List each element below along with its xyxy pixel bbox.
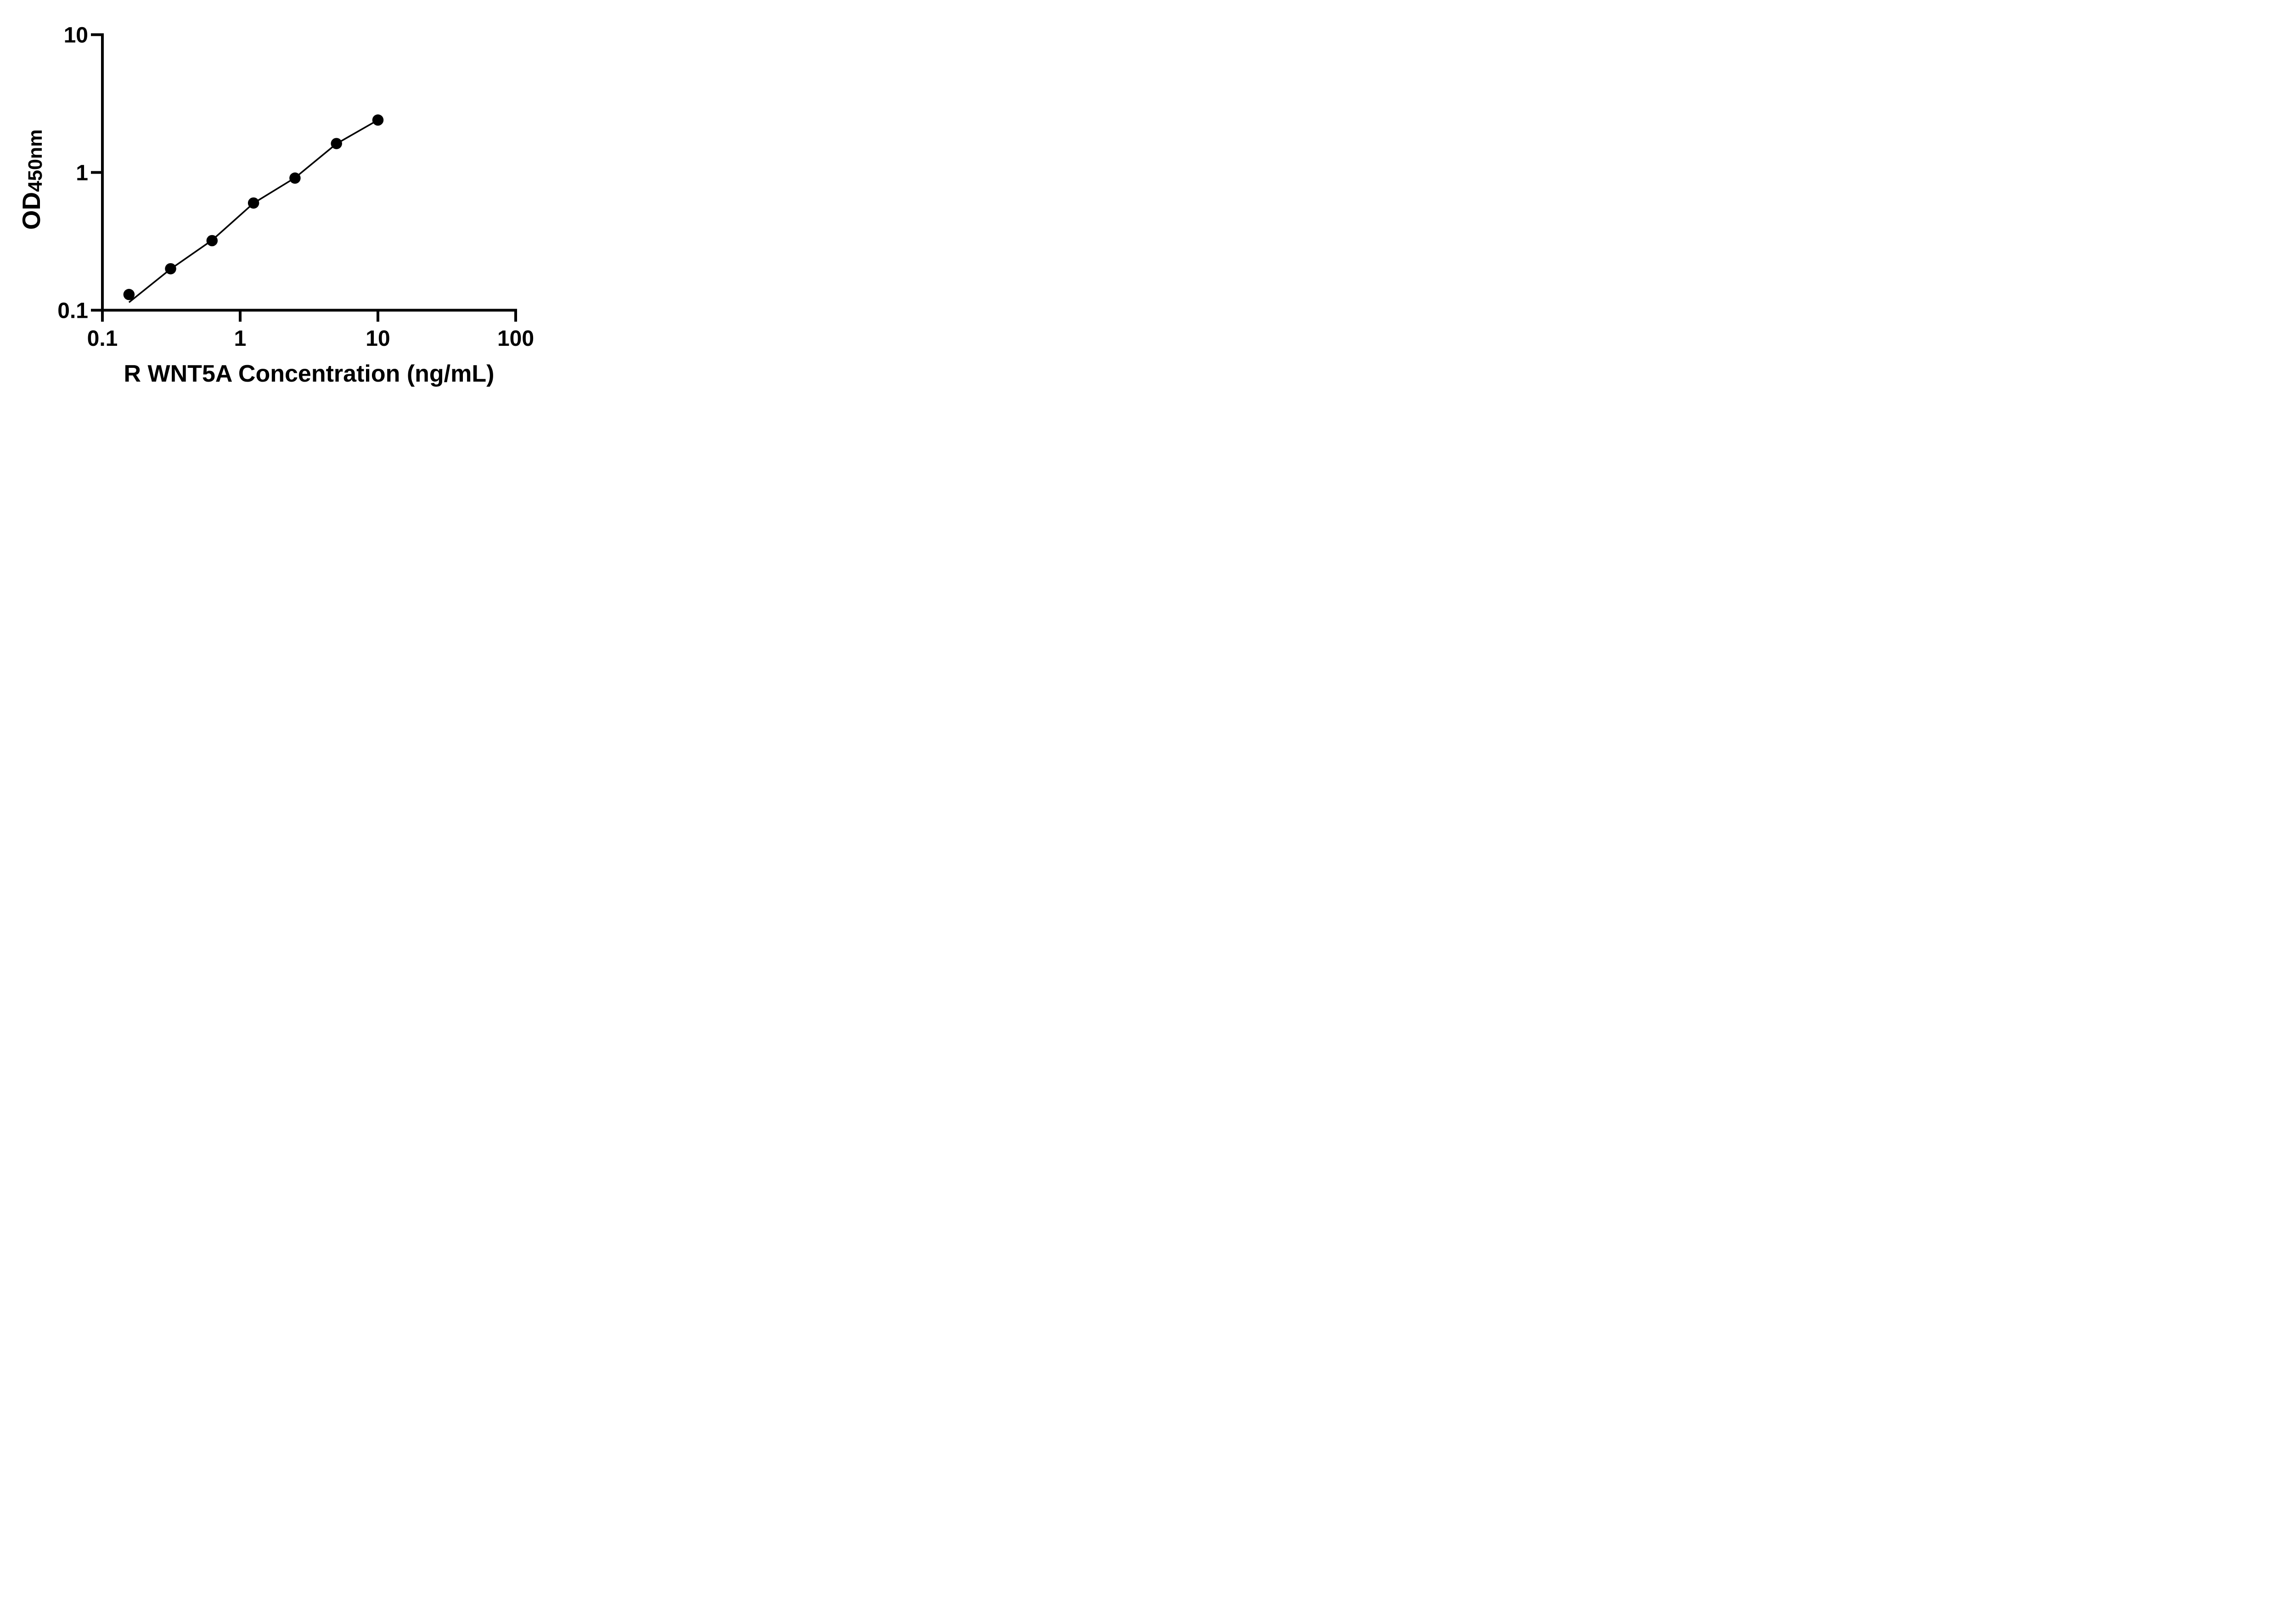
y-tick-label-1: 1 xyxy=(76,161,88,186)
data-point-5ng-ml xyxy=(331,138,342,149)
y-axis-title-subscript: 450nm xyxy=(24,129,46,192)
chart-plot-area: 0.1 1 10 100 0.1 1 10 xyxy=(57,23,534,351)
data-point-2.5ng-ml xyxy=(289,172,301,184)
y-tick-label-0.1: 0.1 xyxy=(57,299,88,323)
elisa-standard-curve-figure: 0.1 1 10 100 0.1 1 10 R WNT5A Concentration (n… xyxy=(0,0,580,406)
x-tick-label-1: 1 xyxy=(234,327,247,351)
x-tick-label-10: 10 xyxy=(366,327,390,351)
data-point-0.156ng-ml xyxy=(123,289,135,300)
y-axis-title: OD450nm xyxy=(17,85,51,274)
data-point-10ng-ml xyxy=(372,114,384,126)
x-tick-label-100: 100 xyxy=(497,327,534,351)
y-axis-title-base: OD xyxy=(17,191,45,230)
y-axis-line xyxy=(91,33,104,322)
x-tick-label-0.1: 0.1 xyxy=(87,327,118,351)
y-tick-label-10: 10 xyxy=(64,23,88,48)
data-point-0.3125ng-ml xyxy=(165,263,176,275)
standard-curve-fit-line xyxy=(128,119,378,303)
data-point-1.25ng-ml xyxy=(248,197,259,209)
x-axis-line xyxy=(91,309,517,322)
x-axis-title: R WNT5A Concentration (ng/mL) xyxy=(124,360,495,387)
data-point-0.625ng-ml xyxy=(206,235,218,247)
